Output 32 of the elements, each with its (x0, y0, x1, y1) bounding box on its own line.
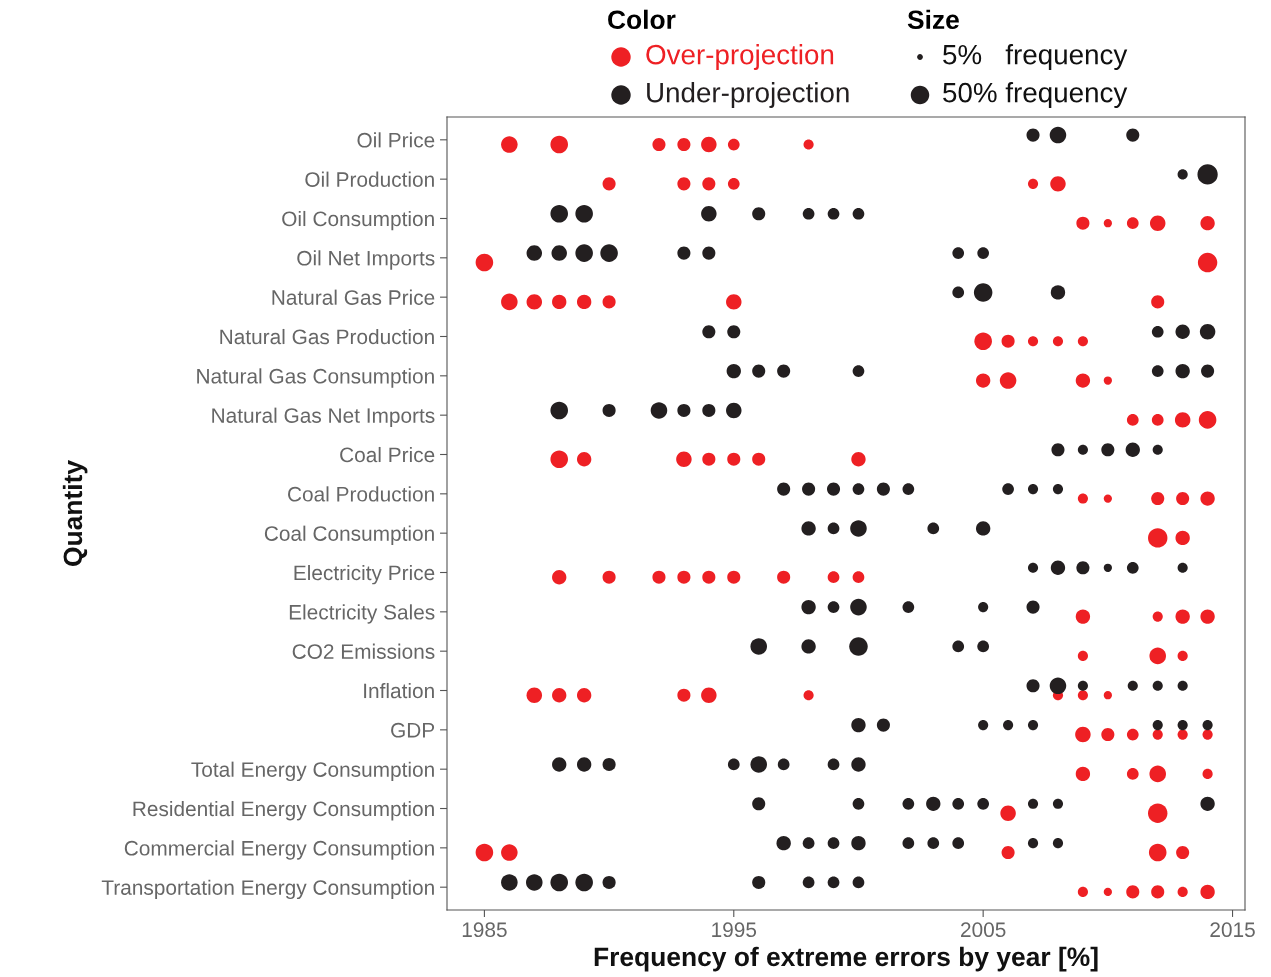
x-tick-label: 1995 (712, 922, 757, 938)
y-tick-label: CO2 Emissions (292, 643, 435, 659)
x-tick-label: 2005 (961, 922, 1006, 938)
x-tick-label: 2015 (1210, 922, 1255, 938)
y-tick-label: Coal Consumption (264, 525, 434, 546)
y-tick-label: Commercial Energy Consumption (124, 840, 434, 860)
y-tick-label: Coal Production (288, 486, 434, 502)
y-tick-label: Electricity Price (294, 564, 435, 585)
y-tick-label: Residential Energy Consumption (133, 800, 434, 821)
y-tick-label: Oil Net Imports (297, 250, 435, 270)
x-tick-label: 1985 (462, 922, 507, 938)
y-tick-label: Natural Gas Price (272, 289, 435, 305)
y-tick-label: Oil Price (357, 132, 435, 148)
y-tick-label: Natural Gas Net Imports (212, 407, 435, 428)
legend-label: Under-projection (647, 82, 849, 108)
y-tick-label: Electricity Sales (289, 604, 435, 624)
legend-label: 50% frequency (943, 82, 1128, 108)
y-tick-label: Natural Gas Production (220, 328, 434, 345)
y-tick-label: GDP (391, 722, 435, 738)
y-tick-label: Oil Consumption (282, 210, 434, 231)
y-tick-label: Inflation (364, 682, 434, 699)
x-axis-title: Frequency of extreme errors by year [%] (594, 946, 1098, 972)
y-tick-label: Coal Price (340, 446, 435, 463)
text: Color (608, 9, 676, 30)
y-tick-label: Transportation Energy Consumption (101, 879, 434, 900)
y-tick-label: Oil Production (305, 171, 434, 187)
y-tick-label: Total Energy Consumption (191, 761, 434, 782)
legend-label: Over-projection (646, 44, 834, 70)
text: Size (907, 9, 959, 30)
y-axis-title: Quantity (62, 460, 88, 566)
legend-label: 5% frequency (943, 44, 1128, 70)
y-tick-label: Natural Gas Consumption (197, 368, 434, 388)
